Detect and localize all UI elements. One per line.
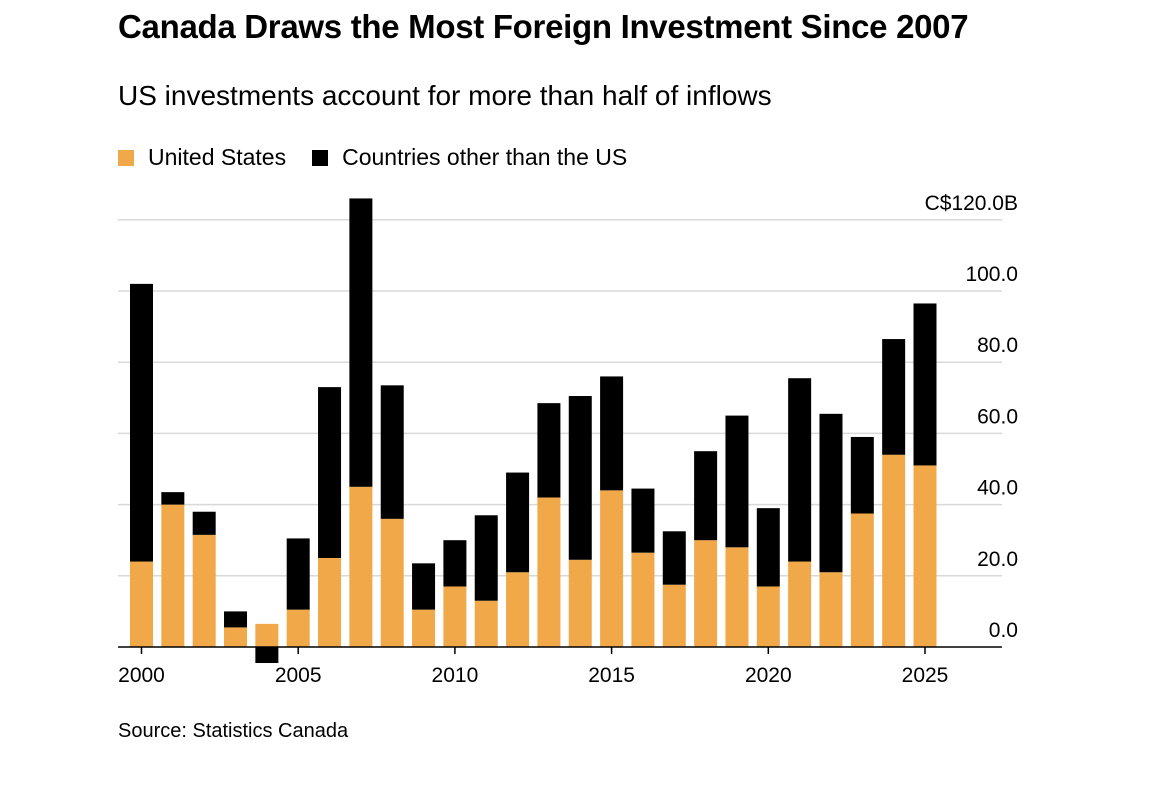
bar-other-2020 (756, 508, 780, 587)
bar-us-2021 (788, 561, 812, 647)
x-tick-label: 2025 (902, 664, 949, 687)
bar-us-2001 (161, 504, 185, 647)
y-tick-label: 80.0 (977, 334, 1018, 357)
bar-us-2008 (380, 518, 404, 647)
bar-us-2018 (694, 540, 718, 647)
y-tick-label: 20.0 (977, 548, 1018, 571)
bar-other-2001 (161, 492, 185, 505)
bar-other-2016 (631, 488, 655, 553)
bar-us-2019 (725, 547, 749, 647)
bar-other-2011 (474, 515, 498, 601)
source-note: Source: Statistics Canada (118, 720, 349, 742)
bar-other-2018 (694, 451, 718, 541)
y-tick-label: 40.0 (977, 477, 1018, 500)
bar-us-2011 (474, 600, 498, 647)
legend-swatch-other (312, 149, 329, 166)
bar-other-2013 (537, 403, 561, 498)
bar-us-2005 (286, 609, 310, 647)
chart-subtitle: US investments account for more than hal… (118, 80, 772, 111)
bar-us-2010 (443, 586, 467, 647)
legend-item-us: United States (118, 144, 286, 171)
bar-us-2004 (255, 623, 279, 647)
bar-other-2019 (725, 415, 749, 548)
legend-label-other: Countries other than the US (342, 144, 628, 170)
bar-other-2022 (819, 413, 843, 573)
legend-swatch-us (118, 149, 134, 166)
bar-us-2022 (819, 572, 843, 647)
bar-us-2012 (506, 572, 530, 647)
legend: United States Countries other than the U… (118, 144, 653, 171)
bar-other-2021 (788, 378, 812, 562)
bar-us-2000 (130, 561, 153, 647)
bar-other-2000 (130, 283, 153, 562)
y-tick-label: 0.0 (989, 619, 1018, 642)
bar-other-2004 (255, 647, 279, 664)
y-tick-label: 100.0 (965, 263, 1018, 286)
x-tick-label: 2015 (588, 664, 635, 687)
x-tick-label: 2020 (745, 664, 792, 687)
bar-other-2006 (318, 387, 342, 558)
bar-other-2002 (192, 511, 216, 535)
bar-us-2013 (537, 497, 561, 647)
bar-other-2010 (443, 540, 467, 587)
bar-other-2025 (913, 303, 937, 466)
chart-title: Canada Draws the Most Foreign Investment… (118, 8, 969, 45)
bar-us-2025 (913, 465, 937, 647)
x-tick-label: 2000 (118, 664, 165, 687)
bar-other-2023 (850, 436, 874, 514)
bar-us-2015 (600, 490, 624, 647)
bar-other-2007 (349, 198, 373, 487)
bar-other-2015 (600, 376, 624, 491)
bar-us-2023 (850, 513, 874, 647)
y-tick-label: 60.0 (977, 405, 1018, 428)
bar-us-2006 (318, 558, 342, 647)
bar-us-2017 (662, 584, 686, 647)
legend-label-us: United States (148, 144, 287, 170)
bar-other-2009 (412, 563, 436, 610)
bar-other-2012 (506, 472, 530, 573)
bar-other-2008 (380, 385, 404, 519)
x-tick-label: 2005 (275, 664, 322, 687)
bar-us-2020 (756, 586, 780, 647)
bar-us-2016 (631, 552, 655, 647)
y-tick-label: C$120.0B (925, 192, 1018, 215)
bar-us-2009 (412, 609, 436, 647)
bar-us-2007 (349, 486, 373, 647)
bar-us-2003 (224, 627, 248, 647)
bar-us-2014 (568, 559, 592, 647)
bar-us-2002 (192, 534, 216, 647)
legend-item-other: Countries other than the US (312, 144, 627, 171)
x-tick-label: 2010 (432, 664, 479, 687)
bar-us-2024 (882, 454, 906, 647)
bar-other-2014 (568, 396, 592, 560)
bar-other-2005 (286, 538, 310, 610)
bar-other-2024 (882, 339, 906, 455)
bar-other-2017 (662, 531, 686, 585)
bar-other-2003 (224, 611, 248, 628)
